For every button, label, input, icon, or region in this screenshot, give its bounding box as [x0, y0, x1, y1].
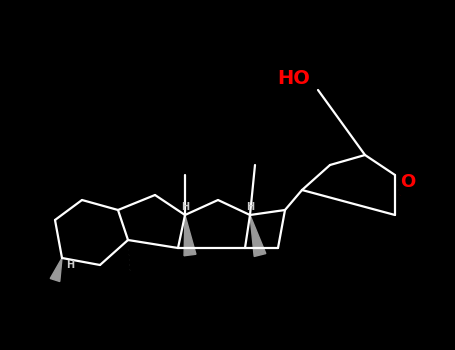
Polygon shape — [250, 215, 266, 257]
Text: H: H — [246, 202, 254, 212]
Text: H: H — [181, 202, 189, 212]
Text: H: H — [66, 260, 74, 270]
Text: O: O — [400, 173, 415, 191]
Polygon shape — [184, 215, 196, 256]
Text: HO: HO — [277, 69, 310, 88]
Polygon shape — [50, 258, 62, 281]
